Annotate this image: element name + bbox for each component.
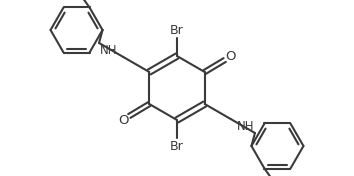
Text: NH: NH [100, 43, 117, 56]
Text: O: O [118, 114, 129, 127]
Text: Br: Br [170, 140, 184, 152]
Text: NH: NH [237, 120, 254, 133]
Text: Br: Br [170, 24, 184, 36]
Text: O: O [225, 49, 236, 62]
